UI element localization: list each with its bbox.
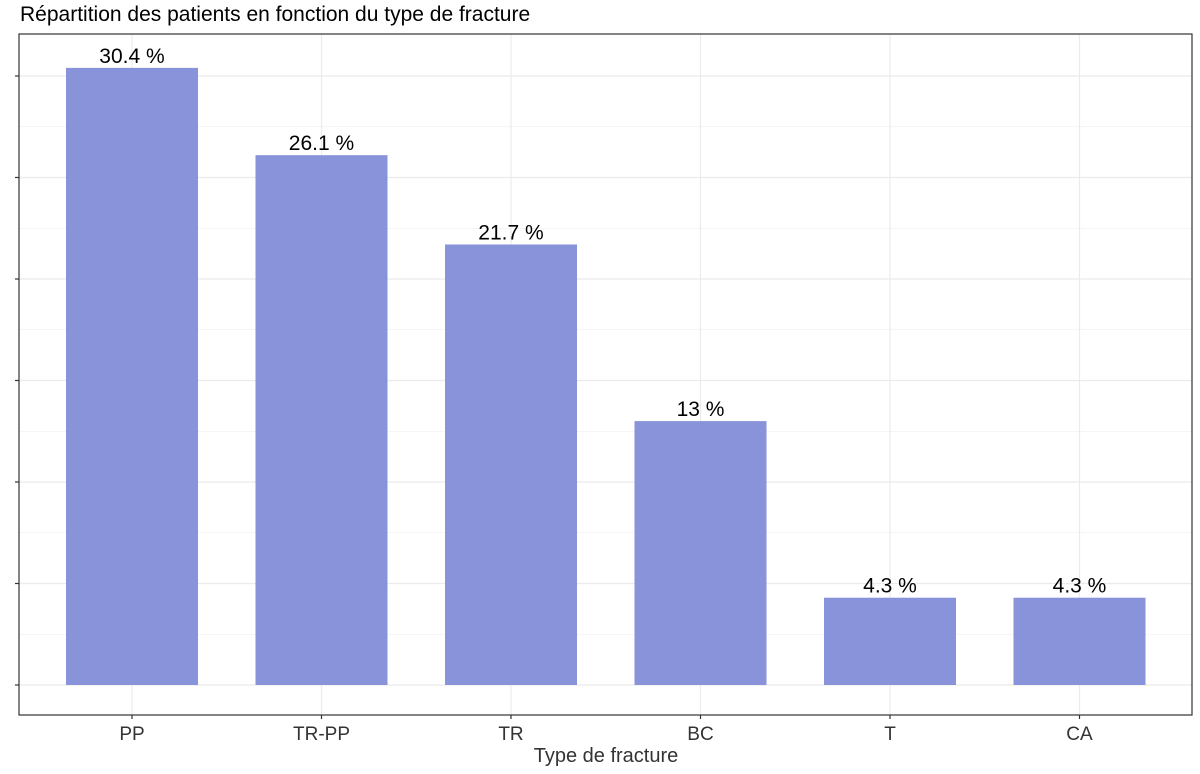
panel-border <box>18 33 1193 716</box>
y-axis-ticks <box>15 75 19 686</box>
bars <box>66 67 1146 686</box>
x-axis-ticks: PP TR-PP TR BC T CA <box>119 715 1093 745</box>
data-label: 21.7 % <box>478 221 543 244</box>
x-tick-label: BC <box>687 724 713 745</box>
data-label: 4.3 % <box>863 575 917 598</box>
data-label: 30.4 % <box>99 45 164 68</box>
x-tick-label: PP <box>119 724 144 745</box>
chart-title: Répartition des patients en fonction du … <box>20 3 531 26</box>
bar-tr <box>445 244 577 686</box>
x-tick-label: T <box>884 724 896 745</box>
data-label: 26.1 % <box>289 132 354 155</box>
bar-ca <box>1013 597 1146 685</box>
x-tick-label: CA <box>1066 724 1093 745</box>
bar-bc <box>634 421 767 685</box>
bar-t <box>824 597 956 685</box>
x-tick-label: TR-PP <box>293 724 350 745</box>
bar-tr-pp <box>255 155 388 686</box>
data-label: 13 % <box>677 398 725 421</box>
data-label: 4.3 % <box>1053 575 1107 598</box>
data-labels: 30.4 % 26.1 % 21.7 % 13 % 4.3 % 4.3 % <box>99 45 1106 598</box>
x-axis-title: Type de fracture <box>534 745 679 767</box>
bar-pp <box>66 67 198 685</box>
x-tick-label: TR <box>498 724 523 745</box>
